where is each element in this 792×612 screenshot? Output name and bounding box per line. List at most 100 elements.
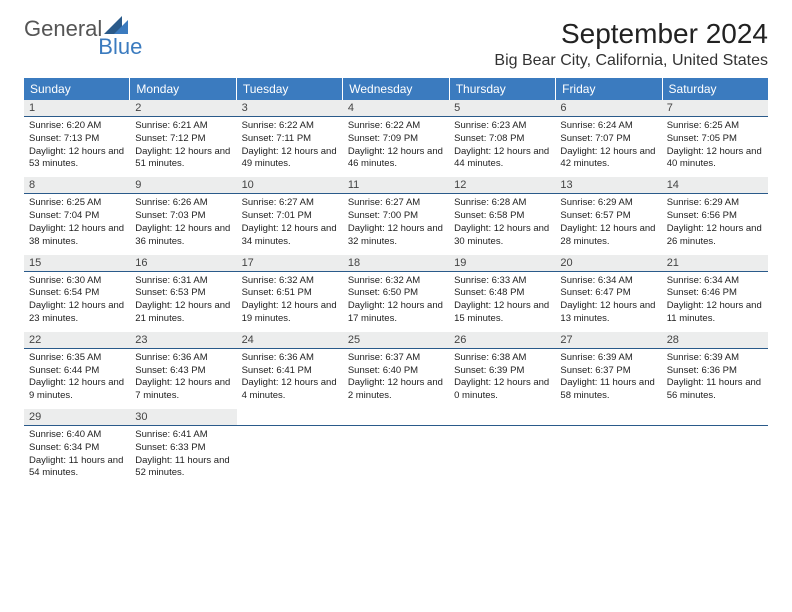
sunset-line: Sunset: 7:07 PM xyxy=(560,133,656,146)
sunrise-line: Sunrise: 6:25 AM xyxy=(667,120,763,133)
daylight-line: Daylight: 12 hours and 42 minutes. xyxy=(560,146,656,172)
sunrise-line: Sunrise: 6:31 AM xyxy=(135,275,231,288)
day-number-row: 1234567 xyxy=(24,100,768,116)
sunset-line: Sunset: 7:09 PM xyxy=(348,133,444,146)
weekday-header: Wednesday xyxy=(343,78,449,100)
day-cell: Sunrise: 6:26 AMSunset: 7:03 PMDaylight:… xyxy=(130,193,236,254)
daylight-line: Daylight: 12 hours and 53 minutes. xyxy=(29,146,125,172)
daylight-line: Daylight: 12 hours and 38 minutes. xyxy=(29,223,125,249)
sunrise-line: Sunrise: 6:32 AM xyxy=(348,275,444,288)
sunset-line: Sunset: 6:39 PM xyxy=(454,365,550,378)
week-row: Sunrise: 6:25 AMSunset: 7:04 PMDaylight:… xyxy=(24,193,768,254)
daylight-line: Daylight: 12 hours and 26 minutes. xyxy=(667,223,763,249)
day-cell: Sunrise: 6:39 AMSunset: 6:36 PMDaylight:… xyxy=(662,348,768,409)
title-block: September 2024 Big Bear City, California… xyxy=(494,18,768,70)
sunrise-line: Sunrise: 6:23 AM xyxy=(454,120,550,133)
daylight-line: Daylight: 12 hours and 40 minutes. xyxy=(667,146,763,172)
day-number: 26 xyxy=(449,332,555,348)
sunset-line: Sunset: 6:44 PM xyxy=(29,365,125,378)
day-cell: Sunrise: 6:36 AMSunset: 6:43 PMDaylight:… xyxy=(130,348,236,409)
sunset-line: Sunset: 6:56 PM xyxy=(667,210,763,223)
day-cell: Sunrise: 6:25 AMSunset: 7:04 PMDaylight:… xyxy=(24,193,130,254)
weekday-header: Monday xyxy=(130,78,236,100)
daylight-line: Daylight: 12 hours and 34 minutes. xyxy=(242,223,338,249)
brand-part1: General xyxy=(24,18,102,40)
daylight-line: Daylight: 12 hours and 0 minutes. xyxy=(454,377,550,403)
day-cell: Sunrise: 6:29 AMSunset: 6:57 PMDaylight:… xyxy=(555,193,661,254)
daylight-line: Daylight: 12 hours and 2 minutes. xyxy=(348,377,444,403)
day-number: 12 xyxy=(449,177,555,193)
sunrise-line: Sunrise: 6:28 AM xyxy=(454,197,550,210)
sunset-line: Sunset: 6:51 PM xyxy=(242,287,338,300)
sunset-line: Sunset: 6:40 PM xyxy=(348,365,444,378)
day-cell: Sunrise: 6:23 AMSunset: 7:08 PMDaylight:… xyxy=(449,116,555,177)
day-number xyxy=(343,409,449,425)
daylight-line: Daylight: 12 hours and 44 minutes. xyxy=(454,146,550,172)
day-number-row: 15161718192021 xyxy=(24,255,768,271)
day-cell xyxy=(237,425,343,486)
day-number: 8 xyxy=(24,177,130,193)
daylight-line: Daylight: 11 hours and 54 minutes. xyxy=(29,455,125,481)
week-row: Sunrise: 6:20 AMSunset: 7:13 PMDaylight:… xyxy=(24,116,768,177)
sunrise-line: Sunrise: 6:25 AM xyxy=(29,197,125,210)
sunrise-line: Sunrise: 6:41 AM xyxy=(135,429,231,442)
day-number: 4 xyxy=(343,100,449,116)
day-number: 17 xyxy=(237,255,343,271)
day-number: 9 xyxy=(130,177,236,193)
sunset-line: Sunset: 6:43 PM xyxy=(135,365,231,378)
sunset-line: Sunset: 6:50 PM xyxy=(348,287,444,300)
day-number xyxy=(555,409,661,425)
sunrise-line: Sunrise: 6:40 AM xyxy=(29,429,125,442)
day-cell: Sunrise: 6:34 AMSunset: 6:46 PMDaylight:… xyxy=(662,271,768,332)
week-row: Sunrise: 6:30 AMSunset: 6:54 PMDaylight:… xyxy=(24,271,768,332)
day-number: 1 xyxy=(24,100,130,116)
sunrise-line: Sunrise: 6:37 AM xyxy=(348,352,444,365)
day-cell: Sunrise: 6:22 AMSunset: 7:09 PMDaylight:… xyxy=(343,116,449,177)
sunset-line: Sunset: 7:03 PM xyxy=(135,210,231,223)
sunrise-line: Sunrise: 6:36 AM xyxy=(242,352,338,365)
daylight-line: Daylight: 11 hours and 52 minutes. xyxy=(135,455,231,481)
daylight-line: Daylight: 12 hours and 21 minutes. xyxy=(135,300,231,326)
brand-part2: Blue xyxy=(98,36,142,58)
day-cell: Sunrise: 6:20 AMSunset: 7:13 PMDaylight:… xyxy=(24,116,130,177)
daylight-line: Daylight: 12 hours and 36 minutes. xyxy=(135,223,231,249)
sunrise-line: Sunrise: 6:39 AM xyxy=(560,352,656,365)
sunrise-line: Sunrise: 6:35 AM xyxy=(29,352,125,365)
weekday-header: Thursday xyxy=(450,78,556,100)
day-cell: Sunrise: 6:27 AMSunset: 7:01 PMDaylight:… xyxy=(237,193,343,254)
day-number: 27 xyxy=(555,332,661,348)
day-number: 25 xyxy=(343,332,449,348)
sunrise-line: Sunrise: 6:22 AM xyxy=(348,120,444,133)
daylight-line: Daylight: 12 hours and 51 minutes. xyxy=(135,146,231,172)
sunrise-line: Sunrise: 6:26 AM xyxy=(135,197,231,210)
day-cell xyxy=(343,425,449,486)
day-cell: Sunrise: 6:36 AMSunset: 6:41 PMDaylight:… xyxy=(237,348,343,409)
daylight-line: Daylight: 12 hours and 13 minutes. xyxy=(560,300,656,326)
daylight-line: Daylight: 11 hours and 58 minutes. xyxy=(560,377,656,403)
day-number xyxy=(237,409,343,425)
sunset-line: Sunset: 7:01 PM xyxy=(242,210,338,223)
daylight-line: Daylight: 12 hours and 11 minutes. xyxy=(667,300,763,326)
day-number: 24 xyxy=(237,332,343,348)
sunrise-line: Sunrise: 6:39 AM xyxy=(667,352,763,365)
day-cell: Sunrise: 6:39 AMSunset: 6:37 PMDaylight:… xyxy=(555,348,661,409)
sunset-line: Sunset: 7:08 PM xyxy=(454,133,550,146)
day-number: 14 xyxy=(662,177,768,193)
daylight-line: Daylight: 12 hours and 15 minutes. xyxy=(454,300,550,326)
day-number: 18 xyxy=(343,255,449,271)
day-number: 6 xyxy=(555,100,661,116)
sunset-line: Sunset: 6:58 PM xyxy=(454,210,550,223)
day-cell: Sunrise: 6:41 AMSunset: 6:33 PMDaylight:… xyxy=(130,425,236,486)
sunset-line: Sunset: 6:36 PM xyxy=(667,365,763,378)
day-number: 15 xyxy=(24,255,130,271)
calendar-grid: SundayMondayTuesdayWednesdayThursdayFrid… xyxy=(24,78,768,486)
daylight-line: Daylight: 12 hours and 9 minutes. xyxy=(29,377,125,403)
day-number: 21 xyxy=(662,255,768,271)
sunrise-line: Sunrise: 6:33 AM xyxy=(454,275,550,288)
day-number: 5 xyxy=(449,100,555,116)
sunrise-line: Sunrise: 6:38 AM xyxy=(454,352,550,365)
day-number-row: 22232425262728 xyxy=(24,332,768,348)
week-row: Sunrise: 6:35 AMSunset: 6:44 PMDaylight:… xyxy=(24,348,768,409)
day-number: 10 xyxy=(237,177,343,193)
day-number: 30 xyxy=(130,409,236,425)
